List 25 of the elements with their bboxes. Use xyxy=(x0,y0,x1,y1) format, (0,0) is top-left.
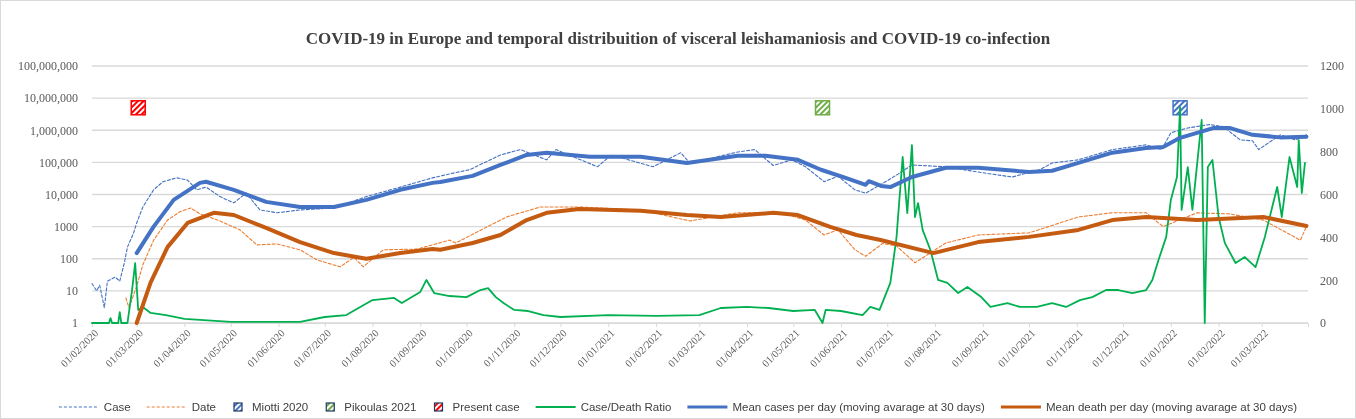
legend-label: Mean cases per day (moving avarage at 30 days) xyxy=(732,401,986,414)
y-tick-label: 100,000,000 xyxy=(18,59,78,74)
y-tick-label: 10,000,000 xyxy=(24,91,78,106)
legend-label: Mean death per day (moving avarage at 30 days) xyxy=(1045,401,1298,414)
legend-label: Case/Death Ratio xyxy=(580,401,672,414)
chart-title: COVID-19 in Europe and temporal distribuition of visceral leishamaniosis and COVID-19 co-infection xyxy=(305,29,1051,48)
y2-tick-label: 1000 xyxy=(1320,102,1344,117)
legend-label: Present case xyxy=(452,401,520,414)
y-tick-label: 10,000 xyxy=(45,187,78,202)
y-tick-label: 10 xyxy=(66,284,78,299)
legend-label: Pikoulas 2021 xyxy=(344,401,417,414)
y2-tick-label: 0 xyxy=(1320,316,1326,331)
y2-tick-label: 200 xyxy=(1320,273,1338,288)
y-tick-label: 100 xyxy=(60,252,78,267)
y-tick-label: 1 xyxy=(72,316,78,331)
y2-tick-label: 600 xyxy=(1320,187,1338,202)
legend-label: Date xyxy=(191,401,216,414)
y2-tick-label: 800 xyxy=(1320,145,1338,160)
legend-label: Miotti 2020 xyxy=(252,401,309,414)
legend-label: Case xyxy=(103,401,131,414)
y-tick-label: 1000 xyxy=(54,219,78,234)
y-tick-label: 1,000,000 xyxy=(30,123,78,138)
y-tick-label: 100,000 xyxy=(39,155,78,170)
y2-tick-label: 400 xyxy=(1320,230,1338,245)
y2-tick-label: 1200 xyxy=(1320,59,1344,74)
